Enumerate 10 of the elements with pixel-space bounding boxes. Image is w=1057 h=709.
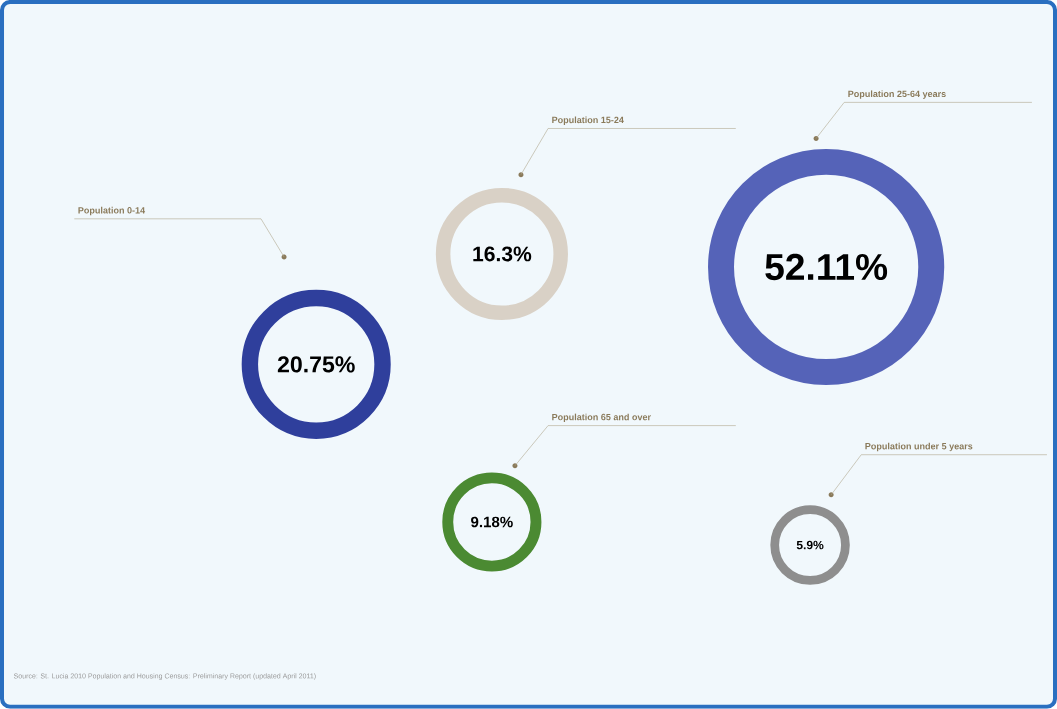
data-label: 9.18% bbox=[471, 516, 513, 528]
data-label: 16.3% bbox=[473, 246, 532, 262]
category-label: Population 25-64 years bbox=[848, 90, 946, 99]
category-label: Population 65 and over bbox=[552, 413, 651, 423]
data-label: 52.11% bbox=[765, 254, 888, 281]
category-label: Population 0-14 bbox=[78, 207, 146, 216]
category-label: Population under 5 years bbox=[865, 442, 973, 452]
data-label: 5.9% bbox=[796, 540, 824, 550]
category-label: Population 15-24 bbox=[552, 116, 624, 126]
data-label: 20.75% bbox=[277, 356, 355, 373]
